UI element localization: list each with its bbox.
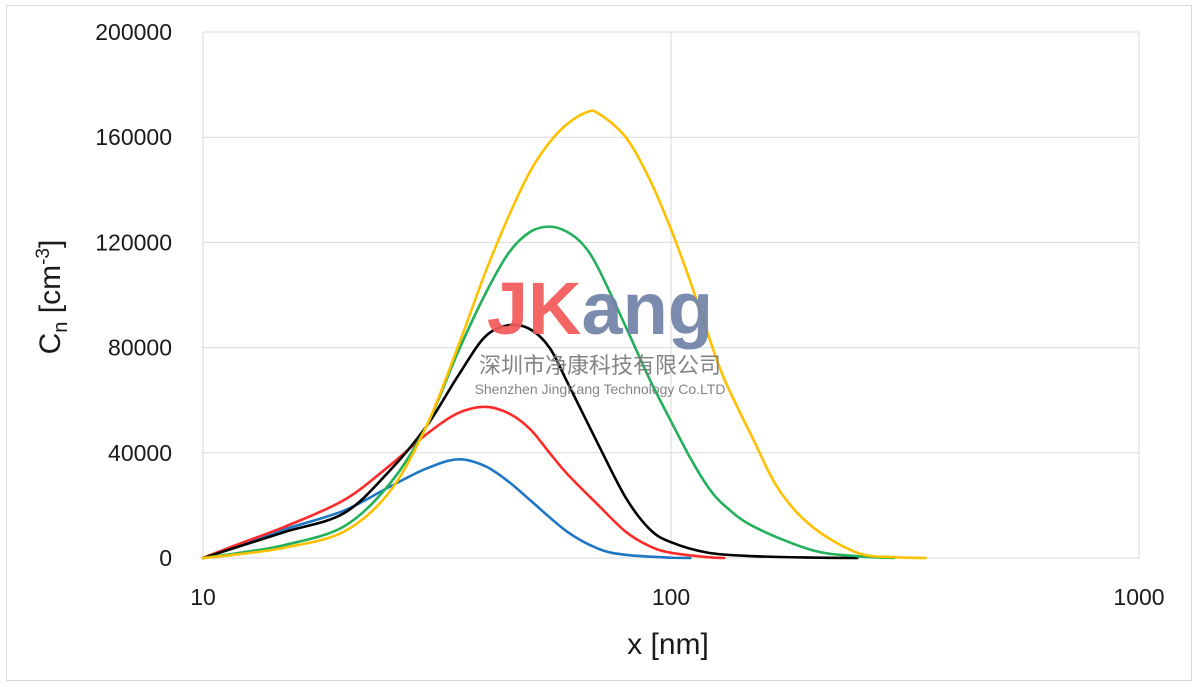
y-label-main: C [34, 333, 67, 355]
y-tick-label: 0 [159, 545, 172, 571]
series-line-2 [201, 405, 726, 560]
y-tick-label: 80000 [108, 335, 172, 361]
watermark-logo: JKang [487, 267, 713, 350]
series-line-1 [201, 458, 692, 560]
y-axis-ticks: 0 40000 80000 120000 160000 200000 [95, 19, 172, 571]
y-label-unit-exp: -3 [33, 248, 54, 265]
y-label-unit-suffix: ] [34, 240, 67, 248]
y-tick-label: 200000 [95, 19, 172, 45]
watermark-company-en: Shenzhen JingKang Technology Co.LTD [475, 381, 726, 397]
y-tick-label: 120000 [95, 229, 172, 255]
x-tick-label: 100 [652, 584, 690, 610]
x-tick-label: 1000 [1113, 584, 1164, 610]
x-tick-label: 10 [190, 584, 216, 610]
y-label-sub: n [50, 322, 72, 333]
series-line-3 [201, 323, 859, 560]
watermark-logo-jk: JK [487, 267, 582, 350]
y-tick-label: 160000 [95, 124, 172, 150]
series-line-5 [201, 109, 927, 560]
x-axis-label: x [nm] [627, 628, 709, 661]
chart-frame [6, 5, 1192, 681]
watermark: JKang 深圳市净康科技有限公司 Shenzhen JingKang Tech… [475, 267, 726, 397]
series-group [201, 109, 927, 560]
y-axis-label: Cn [cm-3] [33, 240, 72, 355]
y-label-unit-prefix: [cm [34, 265, 67, 322]
x-axis-ticks: 10 100 1000 [190, 584, 1164, 610]
series-line-4 [201, 225, 896, 560]
watermark-company-cn: 深圳市净康科技有限公司 [479, 354, 721, 379]
watermark-logo-ang: ang [582, 267, 714, 350]
y-tick-label: 40000 [108, 440, 172, 466]
grid-lines [202, 31, 1140, 559]
